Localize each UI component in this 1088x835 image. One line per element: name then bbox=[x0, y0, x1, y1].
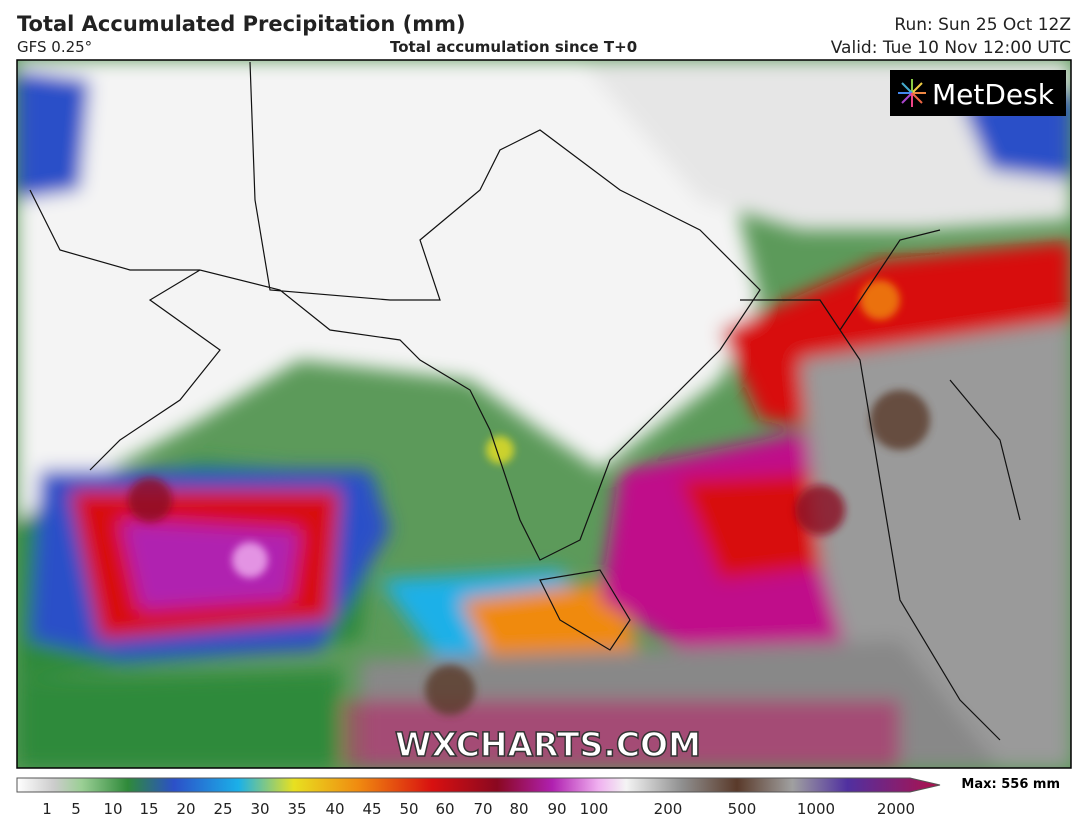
legend-tick-label: 5 bbox=[71, 800, 81, 818]
legend-tick-label: 40 bbox=[325, 800, 344, 818]
legend-tick-label: 20 bbox=[176, 800, 195, 818]
legend-tick-label: 500 bbox=[728, 800, 757, 818]
precip-field bbox=[17, 60, 1071, 768]
legend-tick-label: 90 bbox=[547, 800, 566, 818]
max-label: Max: 556 mm bbox=[961, 777, 1060, 792]
legend-tick-label: 1000 bbox=[797, 800, 835, 818]
legend-tick-label: 25 bbox=[213, 800, 232, 818]
legend-tick-label: 35 bbox=[287, 800, 306, 818]
legend-tick-label: 50 bbox=[399, 800, 418, 818]
legend-tick-label: 15 bbox=[139, 800, 158, 818]
legend-tick-label: 45 bbox=[362, 800, 381, 818]
run: Run: Sun 25 Oct 12Z bbox=[894, 15, 1071, 35]
subtitle: Total accumulation since T+0 bbox=[390, 38, 638, 56]
legend-tick-label: 200 bbox=[654, 800, 683, 818]
colorbar bbox=[16, 777, 941, 793]
legend-tick-label: 70 bbox=[473, 800, 492, 818]
legend-tick-label: 80 bbox=[509, 800, 528, 818]
legend-tick-label: 30 bbox=[250, 800, 269, 818]
legend-tick-label: 10 bbox=[103, 800, 122, 818]
legend-tick-label: 100 bbox=[580, 800, 609, 818]
legend-tick-label: 60 bbox=[435, 800, 454, 818]
title: Total Accumulated Precipitation (mm) bbox=[17, 12, 466, 36]
watermark: WXCHARTS.COM bbox=[395, 725, 701, 764]
model: GFS 0.25° bbox=[17, 38, 93, 56]
logo: MetDesk bbox=[932, 78, 1055, 111]
valid: Valid: Tue 10 Nov 12:00 UTC bbox=[830, 38, 1071, 58]
legend-tick-label: 2000 bbox=[877, 800, 915, 818]
legend-tick-label: 1 bbox=[42, 800, 52, 818]
